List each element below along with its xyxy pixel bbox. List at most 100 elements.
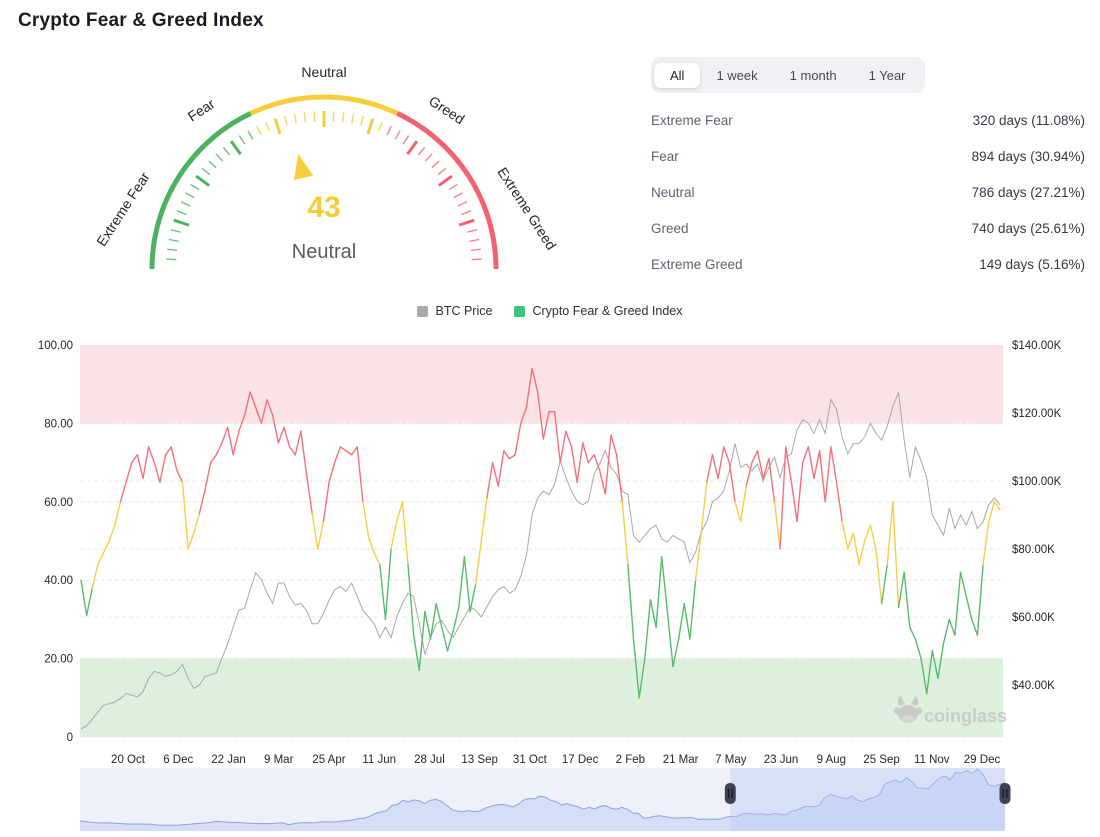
y-left-tick-label: 60.00 xyxy=(44,497,73,509)
gauge-tick xyxy=(471,258,482,261)
stats-row: Extreme Greed 149 days (5.16%) xyxy=(651,246,1085,282)
gauge-tick xyxy=(229,140,242,156)
gauge-tick xyxy=(437,167,447,176)
gauge-value: 43 xyxy=(307,191,340,224)
navigator-handle-left[interactable] xyxy=(724,783,736,804)
x-tick-label: 22 Jan xyxy=(211,754,246,766)
page-title: Crypto Fear & Greed Index xyxy=(18,10,264,31)
gauge-status: Neutral xyxy=(292,241,356,263)
y-left-tick-label: 0 xyxy=(67,732,73,744)
gauge-tick xyxy=(467,229,478,233)
gauge-tick xyxy=(170,229,181,233)
legend-label: Crypto Fear & Greed Index xyxy=(532,304,683,318)
tab-1-week[interactable]: 1 week xyxy=(700,63,773,88)
chart-legend: BTC Price Crypto Fear & Greed Index xyxy=(0,304,1100,318)
stats-row-label: Fear xyxy=(651,148,679,164)
legend-swatch-icon xyxy=(514,305,526,317)
y-left-tick-label: 20.00 xyxy=(44,654,73,666)
stats-row-value: 149 days (5.16%) xyxy=(979,256,1085,272)
btc-price-line xyxy=(80,390,1001,730)
gauge-arc xyxy=(249,94,399,116)
gauge-tick xyxy=(215,153,224,162)
x-tick-label: 9 Aug xyxy=(817,754,846,766)
stats-row-value: 740 days (25.61%) xyxy=(971,220,1085,236)
legend-item[interactable]: Crypto Fear & Greed Index xyxy=(514,304,683,318)
legend-item[interactable]: BTC Price xyxy=(417,304,492,318)
gauge-tick xyxy=(406,140,419,156)
gauge-tick xyxy=(208,160,217,169)
x-tick-label: 13 Sep xyxy=(461,754,497,766)
gauge-tick xyxy=(293,113,297,124)
watermark-text: coinglass xyxy=(924,706,1007,726)
gauge-tick xyxy=(424,153,433,162)
gauge-tick xyxy=(166,258,177,261)
gauge-tick xyxy=(190,183,200,191)
stats-row-value: 894 days (30.94%) xyxy=(971,148,1085,164)
gauge-arc xyxy=(396,111,499,270)
tab-1-year[interactable]: 1 Year xyxy=(853,63,922,88)
tab-1-month[interactable]: 1 month xyxy=(774,63,853,88)
gauge-tick xyxy=(437,174,453,187)
gauge-tick xyxy=(195,174,211,187)
stats-row: Fear 894 days (30.94%) xyxy=(651,138,1085,174)
gauge-tick xyxy=(461,210,472,216)
extreme-fear-zone-band xyxy=(80,658,1003,737)
gauge-scale-label: Extreme Fear xyxy=(95,169,153,249)
gauge-tick xyxy=(238,135,246,145)
y-left-tick-label: 80.00 xyxy=(44,418,73,430)
navigator-line xyxy=(79,768,1006,826)
navigator-area xyxy=(80,769,1005,831)
x-tick-label: 7 May xyxy=(715,754,747,766)
stats-row: Extreme Fear 320 days (11.08%) xyxy=(651,102,1085,138)
gauge-tick xyxy=(176,210,187,216)
y-right-tick-label: $60.00K xyxy=(1012,612,1055,624)
gauge-tick xyxy=(273,118,282,135)
tab-all[interactable]: All xyxy=(654,62,701,88)
navigator-handle-right[interactable] xyxy=(999,783,1011,804)
x-tick-label: 20 Oct xyxy=(111,754,146,766)
gauge-tick xyxy=(168,238,179,242)
gauge-tick xyxy=(453,192,463,199)
gauge-tick xyxy=(173,218,190,227)
x-tick-label: 11 Jun xyxy=(362,754,396,766)
x-tick-label: 9 Mar xyxy=(264,754,294,766)
gauge-tick xyxy=(180,201,191,207)
chart-navigator[interactable] xyxy=(0,763,1100,837)
gauge-tick xyxy=(247,130,254,140)
x-tick-label: 23 Jun xyxy=(764,754,799,766)
stats-table: Extreme Fear 320 days (11.08%) Fear 894 day… xyxy=(651,102,1085,282)
gauge-tick xyxy=(377,121,383,132)
x-tick-label: 11 Nov xyxy=(914,754,950,766)
navigator-selection[interactable] xyxy=(730,768,1005,831)
gauge-tick xyxy=(458,218,475,227)
stats-row-value: 320 days (11.08%) xyxy=(972,112,1085,128)
extreme-greed-zone-band xyxy=(80,345,1003,424)
gauge-tick xyxy=(402,135,410,145)
range-tabbar: All 1 week 1 month 1 Year xyxy=(651,57,925,93)
gauge-tick xyxy=(366,118,375,135)
gauge-tick xyxy=(386,125,392,136)
gauge-tick xyxy=(332,111,335,122)
stats-row-label: Greed xyxy=(651,220,689,236)
y-left-tick-label: 100.00 xyxy=(38,340,73,352)
x-tick-label: 6 Dec xyxy=(163,754,193,766)
gauge-tick xyxy=(360,115,364,126)
x-tick-label: 25 Apr xyxy=(312,754,345,766)
gauge-tick xyxy=(284,115,288,126)
stats-row-label: Extreme Fear xyxy=(651,112,733,128)
legend-label: BTC Price xyxy=(435,304,493,318)
y-left-tick-label: 40.00 xyxy=(44,575,73,587)
gauge-tick xyxy=(185,192,195,199)
gauge-tick xyxy=(256,125,262,136)
gauge-tick xyxy=(469,238,480,242)
x-tick-label: 2 Feb xyxy=(616,754,645,766)
gauge-tick xyxy=(341,112,345,123)
x-tick-label: 21 Mar xyxy=(663,754,699,766)
gauge-tick xyxy=(265,121,271,132)
y-right-tick-label: $100.00K xyxy=(1012,476,1062,488)
gauge-scale-label: Extreme Greed xyxy=(494,164,559,252)
legend-swatch-icon xyxy=(417,305,429,317)
gauge-scale-label: Neutral xyxy=(301,64,346,80)
stats-row-value: 786 days (27.21%) xyxy=(971,184,1085,200)
